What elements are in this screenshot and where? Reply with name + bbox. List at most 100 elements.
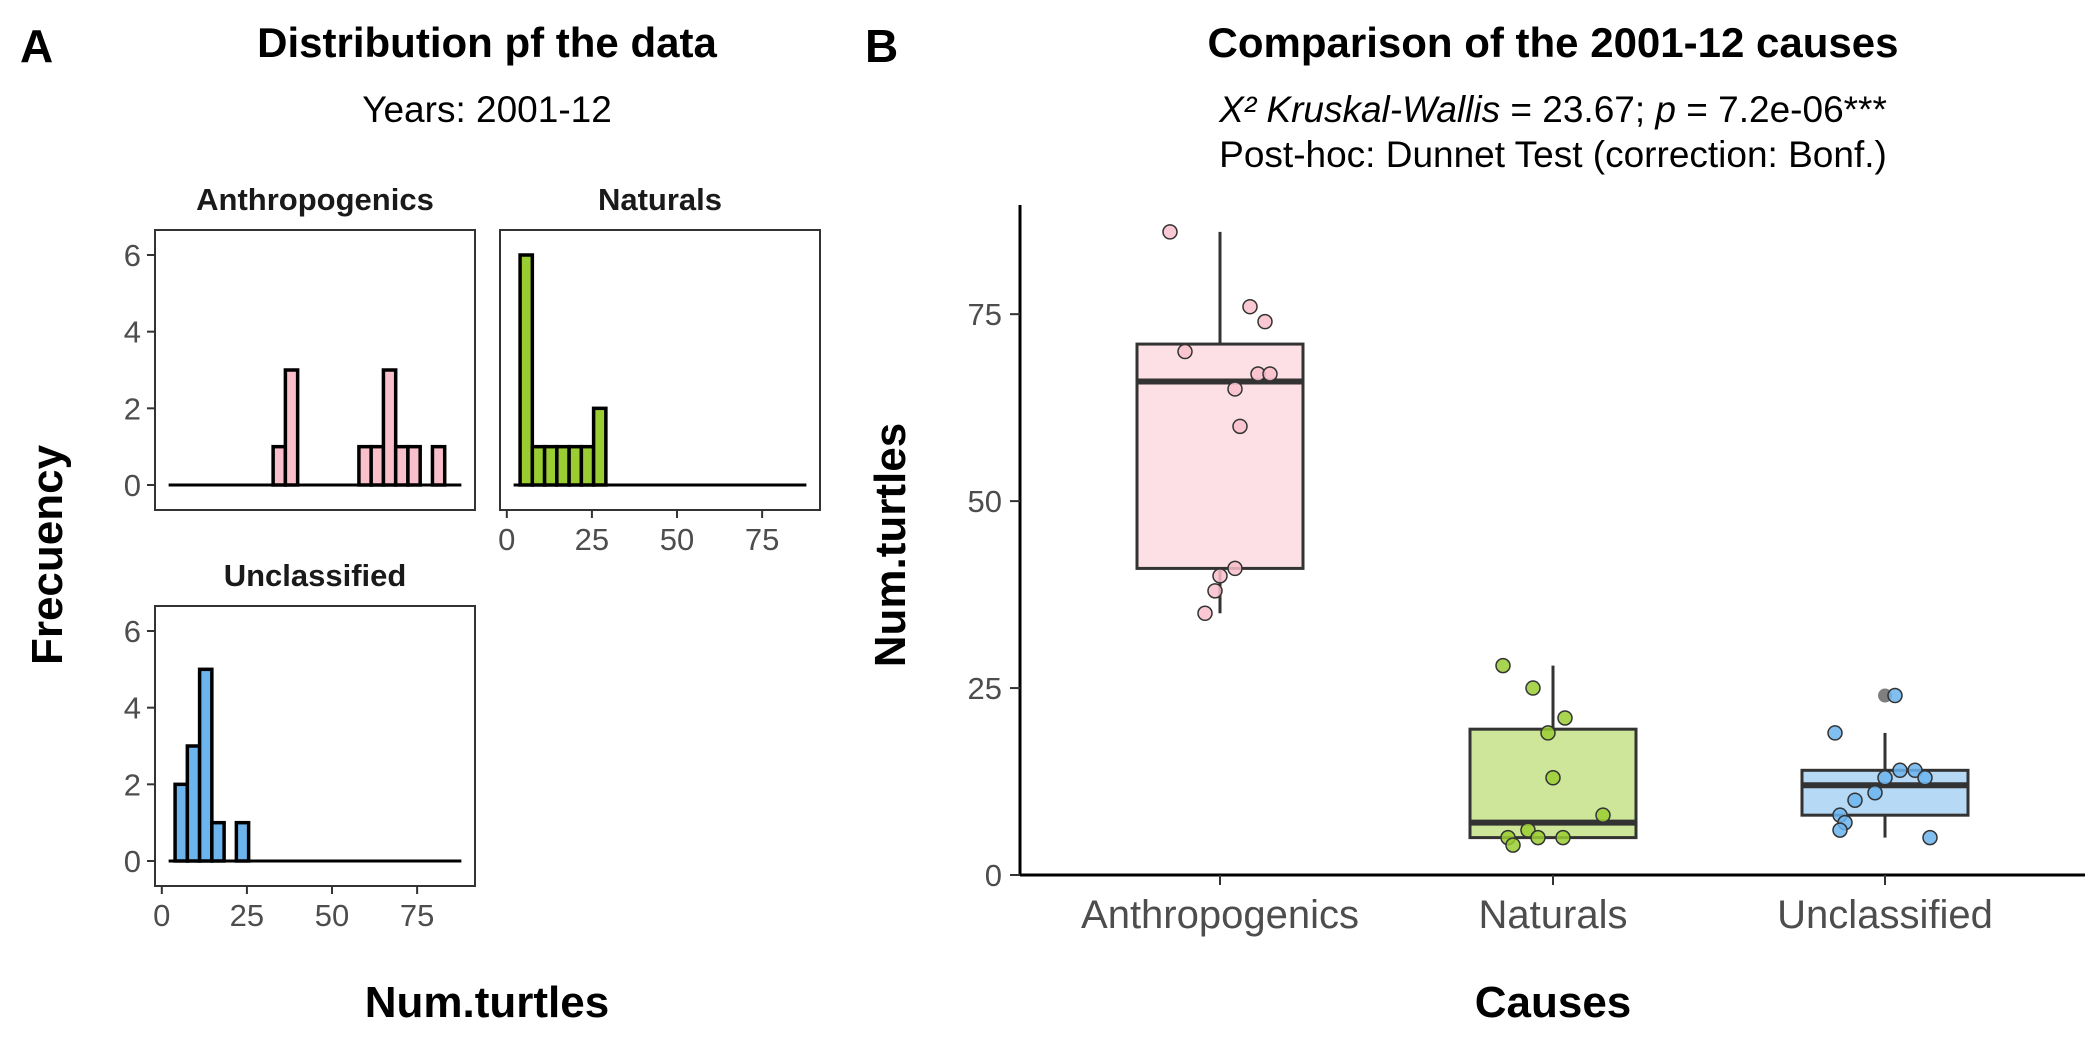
facet-unclassified: Unclassified 0 2 4 6 0 25 50 75 — [124, 558, 476, 933]
data-point — [1207, 583, 1223, 599]
x-tick-label: 50 — [660, 522, 694, 557]
data-point — [1827, 725, 1843, 741]
y-tick-label: 2 — [124, 391, 141, 426]
x-tick-label: 75 — [400, 898, 434, 933]
data-point — [1922, 829, 1938, 846]
stat-name: X² Kruskal-Wallis — [1218, 89, 1500, 130]
data-point — [1917, 770, 1933, 786]
x-tick-label: 25 — [230, 898, 264, 933]
box-unclassified — [1800, 688, 1970, 838]
histogram-bar — [591, 406, 608, 487]
histogram-bar — [197, 667, 214, 863]
facet-panel-border — [499, 229, 821, 511]
panel-b-y-axis-title: Num.turtles — [866, 423, 915, 667]
data-point — [1892, 762, 1908, 779]
data-point — [1525, 680, 1541, 696]
histogram-bar — [542, 444, 559, 487]
histogram-bar — [271, 444, 288, 487]
data-point — [1555, 829, 1571, 846]
data-point — [1540, 725, 1556, 741]
panel-a-y-axis-title: Frecuency — [23, 444, 72, 665]
facet-title: Naturals — [598, 182, 722, 217]
data-point — [1545, 770, 1561, 786]
data-point — [1262, 366, 1278, 382]
histogram-bar — [369, 444, 386, 487]
panel-b-x-axis-title: Causes — [1475, 978, 1632, 1027]
facet-panel-border — [154, 229, 476, 511]
data-point — [1177, 343, 1193, 360]
histogram-bar — [173, 782, 190, 863]
box-iqr — [1135, 342, 1305, 570]
histogram-bar — [283, 368, 300, 487]
data-point — [1162, 224, 1178, 240]
data-point — [1557, 710, 1573, 726]
box-naturals — [1468, 665, 1638, 840]
points-naturals — [1495, 657, 1611, 853]
data-point — [1887, 687, 1903, 704]
data-point — [1197, 605, 1213, 622]
y-tick-label: 25 — [968, 671, 1002, 706]
histogram-bar — [567, 444, 584, 487]
histogram-bar — [234, 820, 251, 863]
histogram-bar — [406, 444, 422, 487]
panel-b-title: Comparison of the 2001-12 causes — [1208, 19, 1899, 66]
x-tick-label: 75 — [745, 522, 779, 557]
data-point — [1505, 837, 1521, 853]
panel-b-posthoc: Post-hoc: Dunnet Test (correction: Bonf.… — [1219, 134, 1887, 175]
y-tick-label: 50 — [968, 484, 1002, 519]
panel-b-letter: B — [865, 20, 898, 72]
facet-title: Anthropogenics — [196, 182, 434, 217]
histogram-bar — [393, 444, 410, 487]
panel-a-subtitle: Years: 2001-12 — [362, 89, 612, 130]
p-symbol: p — [1645, 89, 1676, 130]
data-point — [1832, 822, 1848, 838]
histogram-bar — [555, 444, 571, 487]
data-point — [1242, 298, 1258, 315]
data-point — [1212, 568, 1228, 584]
y-tick-label: 2 — [124, 767, 141, 802]
box-anthropogenics — [1135, 231, 1305, 614]
data-point — [1232, 418, 1248, 435]
panel-a-title: Distribution pf the data — [257, 19, 717, 66]
histogram-bar — [185, 744, 202, 863]
facet-panel-border — [154, 605, 476, 887]
x-tick-label: Naturals — [1479, 893, 1628, 937]
histogram-bar — [357, 444, 373, 487]
data-point — [1495, 657, 1511, 674]
facet-anthropogenics: Anthropogenics 0 2 4 6 — [124, 182, 476, 511]
histogram-bar — [579, 444, 596, 487]
facet-title: Unclassified — [224, 558, 407, 593]
x-tick-label: 0 — [498, 522, 515, 557]
histogram-bar — [381, 368, 398, 487]
y-tick-label: 0 — [124, 468, 141, 503]
data-point — [1257, 313, 1273, 330]
x-tick-label: Anthropogenics — [1081, 893, 1359, 937]
y-tick-label: 75 — [968, 297, 1002, 332]
data-point — [1530, 829, 1546, 846]
y-tick-label: 0 — [985, 858, 1002, 893]
x-tick-label: 0 — [153, 898, 170, 933]
data-point — [1847, 792, 1863, 808]
x-tick-label: 25 — [575, 522, 609, 557]
data-point — [1227, 381, 1243, 397]
y-tick-label: 6 — [124, 238, 141, 273]
y-tick-label: 0 — [124, 844, 141, 879]
y-tick-label: 6 — [124, 614, 141, 649]
panel-a-x-axis-title: Num.turtles — [365, 978, 609, 1027]
p-value: = 7.2e-06*** — [1676, 89, 1887, 130]
histogram-bar — [430, 444, 447, 487]
x-tick-label: 50 — [315, 898, 349, 933]
histogram-bar — [530, 444, 547, 487]
data-point — [1877, 770, 1893, 786]
y-tick-label: 4 — [124, 691, 141, 726]
y-tick-label: 4 — [124, 315, 141, 350]
points-anthropogenics — [1162, 224, 1278, 622]
panel-a-letter: A — [20, 20, 53, 72]
data-point — [1867, 784, 1883, 801]
boxplot-panel: 0 25 50 75 Anthropogenics Naturals Unclassifie… — [968, 205, 2085, 937]
histogram-bar — [518, 253, 535, 487]
facet-naturals: Naturals 0 25 50 75 — [498, 182, 821, 557]
histogram-bar — [210, 820, 226, 863]
panel-b-stat-line: X² Kruskal-Wallis = 23.67; p = 7.2e-06**… — [1218, 89, 1887, 130]
